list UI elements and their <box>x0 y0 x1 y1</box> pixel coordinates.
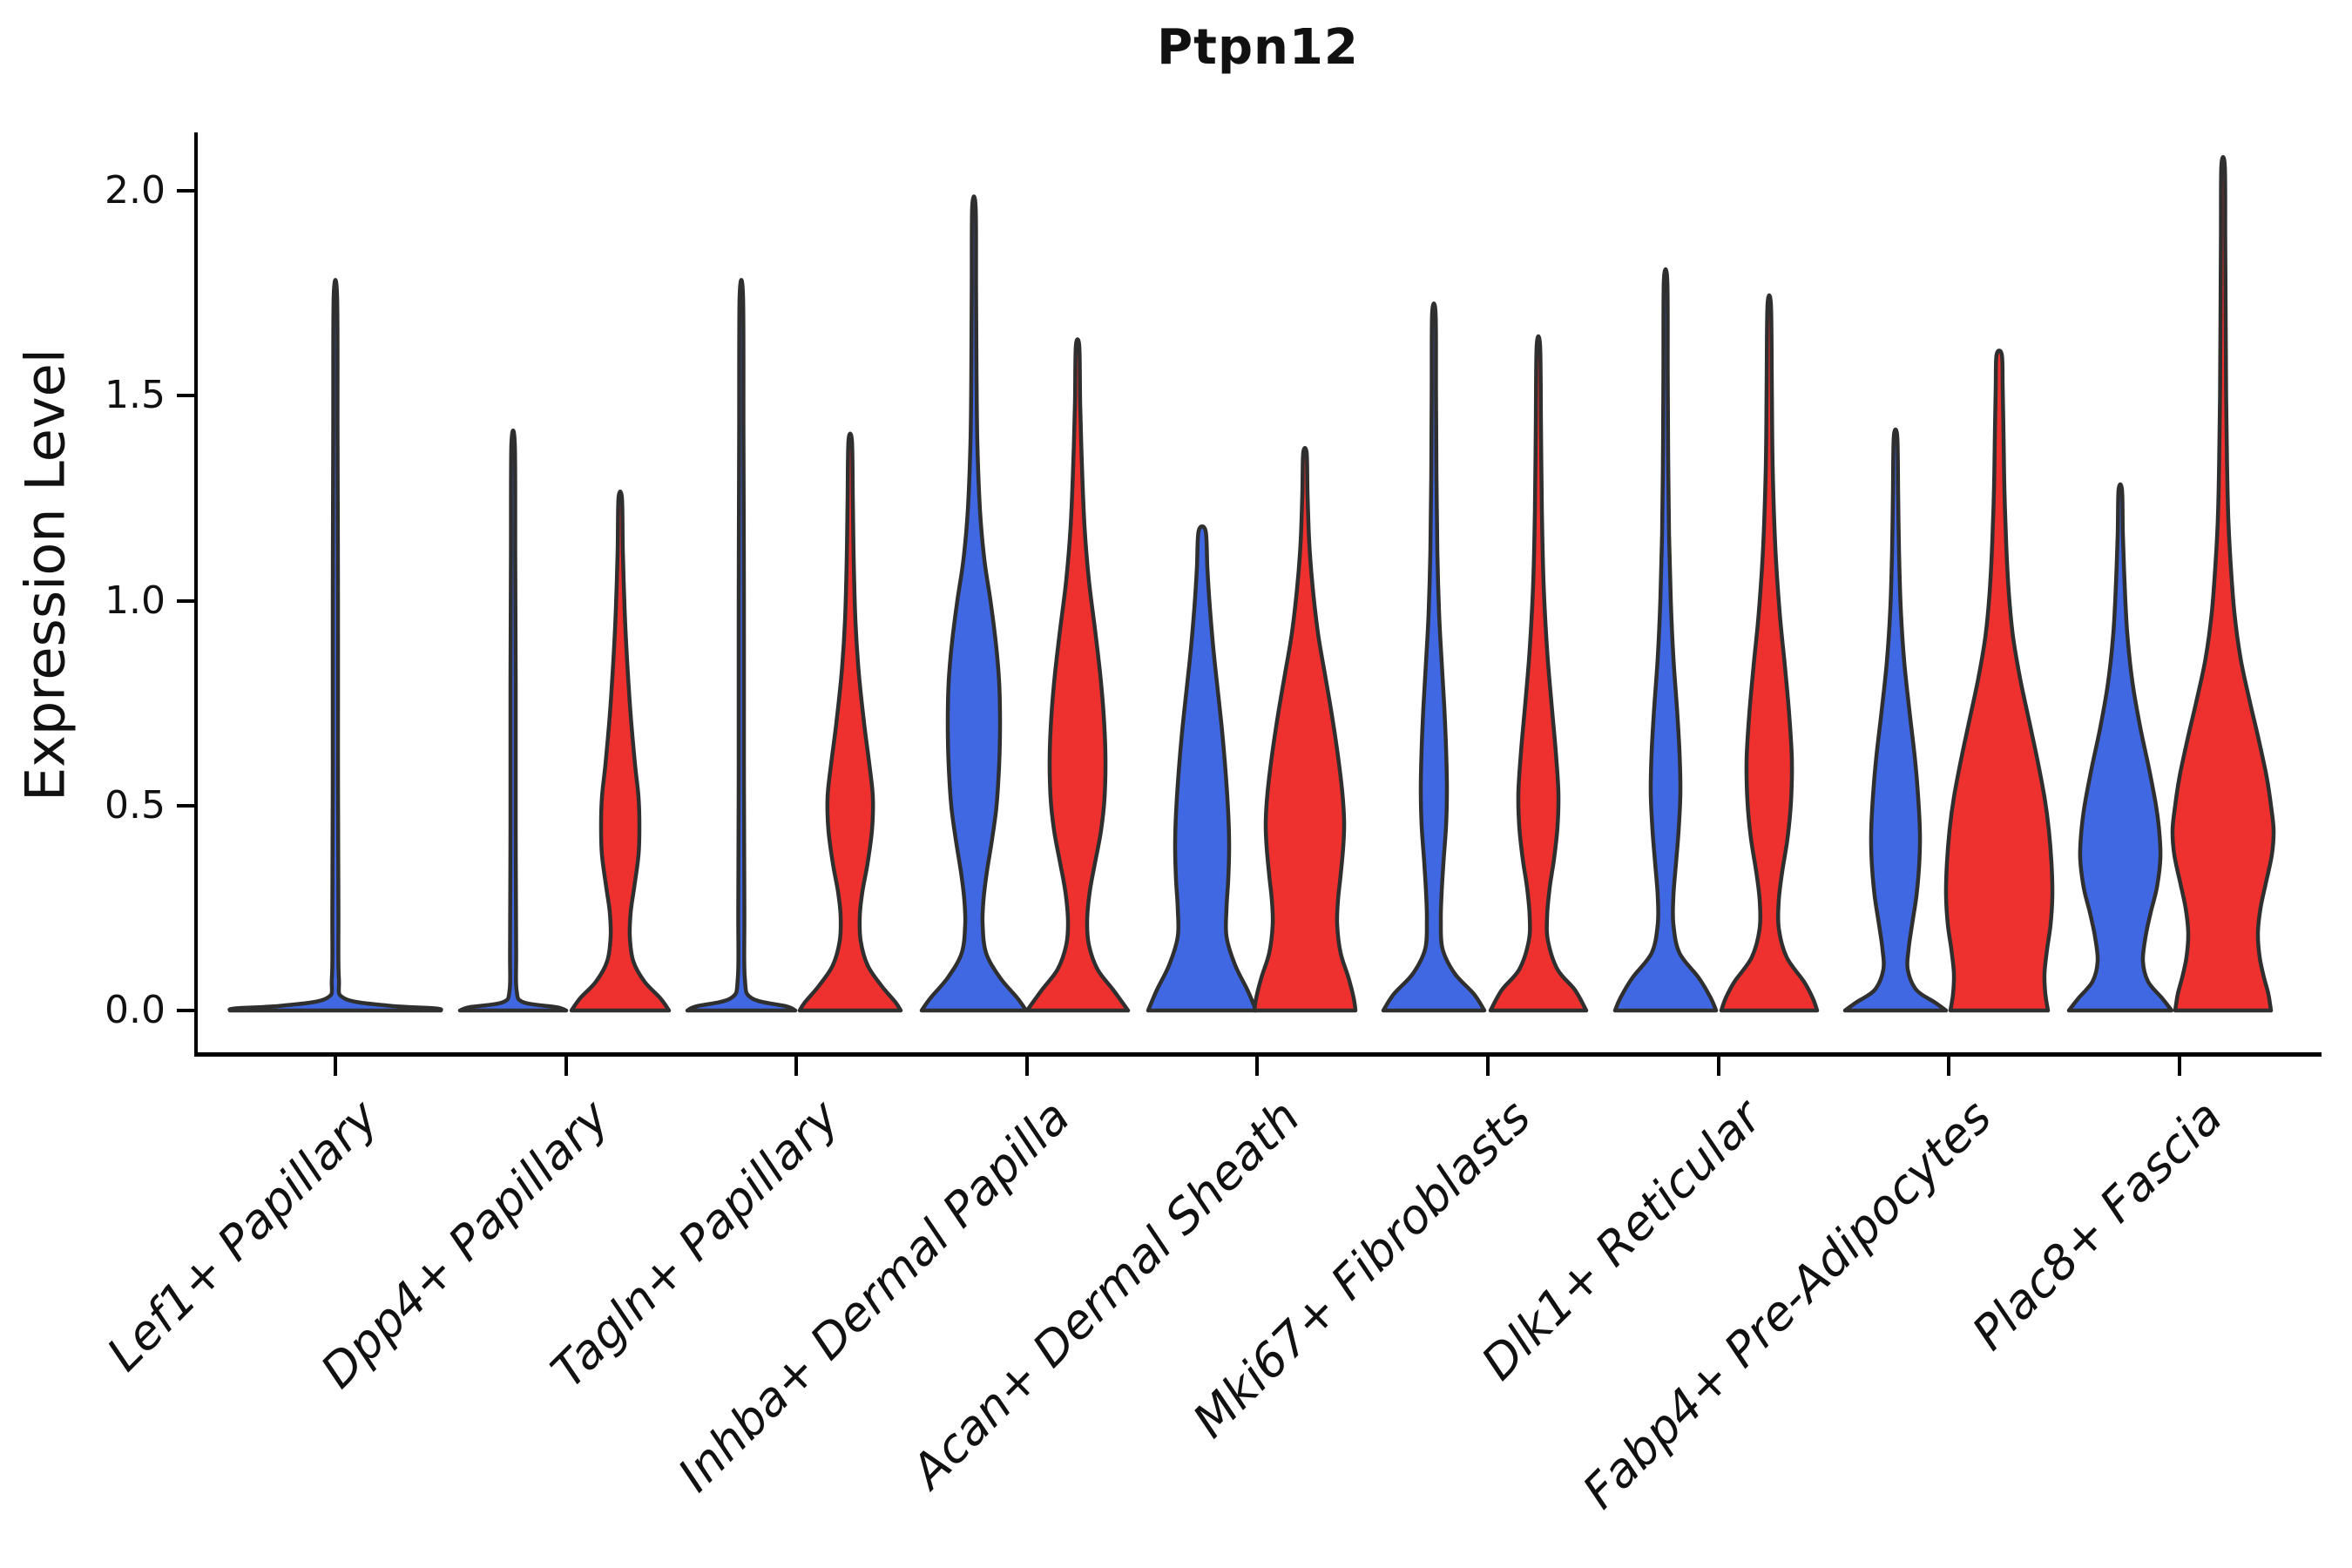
x-tick-mark <box>1024 1057 1029 1076</box>
x-tick-mark <box>1716 1057 1720 1076</box>
y-tick-mark <box>177 598 194 603</box>
y-tick-mark <box>177 1009 194 1012</box>
violin-dlk1-reticular-blue <box>1612 267 1719 1013</box>
x-tick-mark <box>1486 1057 1490 1076</box>
violin-tagln-papillary-blue <box>685 278 798 1013</box>
violin-lef1-papillary-blue <box>227 278 443 1013</box>
x-tick-mark <box>334 1057 337 1076</box>
y-tick-label: 1.5 <box>105 373 166 418</box>
x-tick-mark <box>2177 1057 2181 1076</box>
y-tick-label: 2.0 <box>105 168 166 213</box>
violin-fabp4-pre-adipocytes-blue <box>1842 427 1949 1013</box>
chart-title: Ptpn12 <box>1157 19 1359 76</box>
violin-inhba-dermal-papilla-blue <box>919 194 1029 1013</box>
violin-dpp4-papillary-blue <box>457 429 569 1013</box>
x-tick-mark <box>1947 1057 1951 1076</box>
violin-dpp4-papillary-red <box>569 490 672 1013</box>
x-axis-spine <box>194 1052 2322 1057</box>
violin-acan-dermal-sheath-blue <box>1146 524 1259 1013</box>
violin-dlk1-reticular-red <box>1719 293 1820 1013</box>
y-tick-mark <box>177 803 194 808</box>
violin-plac8-fascia-blue <box>2066 482 2174 1013</box>
x-tick-mark <box>794 1057 799 1076</box>
y-tick-label: 0.0 <box>105 988 166 1032</box>
y-tick-mark <box>177 394 194 398</box>
violin-plac8-fascia-red <box>2170 154 2276 1013</box>
violin-inhba-dermal-papilla-red <box>1024 337 1131 1013</box>
violin-fabp4-pre-adipocytes-red <box>1943 348 2055 1013</box>
x-tick-mark <box>564 1057 568 1076</box>
y-tick-mark <box>177 189 194 193</box>
y-tick-label: 0.5 <box>105 782 166 828</box>
x-tick-mark <box>1255 1057 1260 1076</box>
violin-acan-dermal-sheath-red <box>1252 446 1358 1013</box>
y-axis-spine <box>194 132 198 1056</box>
y-tick-label: 1.0 <box>105 578 166 623</box>
violin-mki67-fibroblasts-blue <box>1381 301 1487 1013</box>
violin-mki67-fibroblasts-red <box>1488 334 1589 1013</box>
violin-tagln-papillary-red <box>797 431 903 1013</box>
